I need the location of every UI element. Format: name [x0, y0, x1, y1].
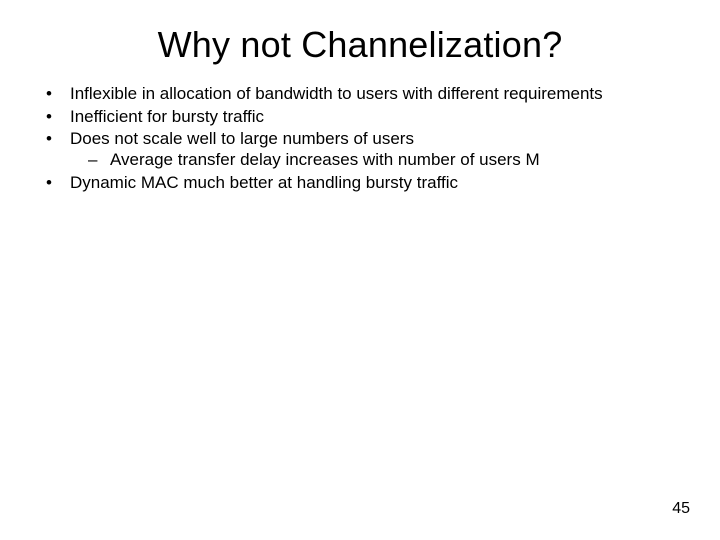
bullet-text: Inflexible in allocation of bandwidth to…	[70, 84, 603, 103]
slide-body: Inflexible in allocation of bandwidth to…	[0, 84, 720, 194]
bullet-text: Dynamic MAC much better at handling burs…	[70, 173, 458, 192]
sub-bullet-list: Average transfer delay increases with nu…	[70, 150, 690, 171]
bullet-item: Dynamic MAC much better at handling burs…	[30, 173, 690, 194]
bullet-list: Inflexible in allocation of bandwidth to…	[30, 84, 690, 194]
sub-bullet-item: Average transfer delay increases with nu…	[70, 150, 690, 171]
bullet-text: Inefficient for bursty traffic	[70, 107, 264, 126]
sub-bullet-text: Average transfer delay increases with nu…	[110, 150, 540, 169]
slide-title: Why not Channelization?	[0, 0, 720, 84]
slide: Why not Channelization? Inflexible in al…	[0, 0, 720, 540]
bullet-item: Does not scale well to large numbers of …	[30, 129, 690, 170]
bullet-item: Inflexible in allocation of bandwidth to…	[30, 84, 690, 105]
page-number: 45	[672, 500, 690, 518]
bullet-item: Inefficient for bursty traffic	[30, 107, 690, 128]
bullet-text: Does not scale well to large numbers of …	[70, 129, 414, 148]
